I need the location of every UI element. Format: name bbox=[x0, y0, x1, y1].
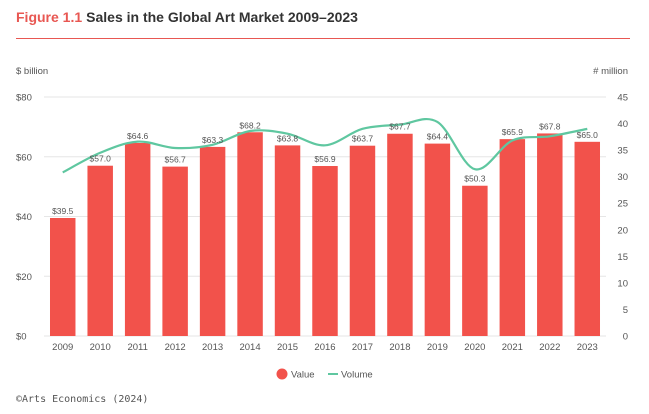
legend-volume-label: Volume bbox=[341, 370, 373, 381]
y-right-tick-label: 30 bbox=[617, 172, 628, 183]
y-right-tick-label: 0 bbox=[623, 332, 628, 343]
x-tick-label: 2023 bbox=[577, 342, 598, 353]
bar-data-label: $56.9 bbox=[314, 154, 336, 164]
bar-data-label: $50.3 bbox=[464, 174, 486, 184]
y-right-tick-label: 25 bbox=[617, 199, 628, 210]
y-left-axis-title: $ billion bbox=[16, 66, 48, 77]
bar-value bbox=[49, 217, 76, 336]
bar-value bbox=[537, 133, 563, 336]
y-right-tick-label: 5 bbox=[623, 305, 628, 316]
figure-label: Figure 1.1 bbox=[16, 9, 83, 25]
bar-value bbox=[387, 133, 413, 336]
legend-value-label: Value bbox=[291, 370, 315, 381]
source-credit: ©Arts Economics (2024) bbox=[16, 394, 149, 405]
bar-data-label: $65.0 bbox=[577, 130, 599, 140]
legend-value-marker bbox=[276, 368, 288, 380]
y-left-tick-label: $40 bbox=[16, 212, 32, 223]
bar-data-label: $63.8 bbox=[277, 133, 299, 143]
bar-data-label: $67.7 bbox=[389, 122, 411, 132]
y-left-tick-label: $0 bbox=[16, 332, 27, 343]
x-tick-label: 2016 bbox=[314, 342, 335, 353]
volume-line bbox=[62, 117, 588, 174]
bar-data-label: $65.9 bbox=[502, 127, 524, 137]
title-divider bbox=[16, 38, 630, 39]
bar-value bbox=[162, 166, 188, 336]
x-tick-label: 2021 bbox=[502, 342, 523, 353]
bar-data-label: $57.0 bbox=[90, 154, 112, 164]
bar-value bbox=[462, 185, 488, 336]
figure-title: Figure 1.1 Sales in the Global Art Market… bbox=[16, 9, 358, 25]
x-tick-label: 2011 bbox=[127, 342, 147, 353]
bar-value bbox=[237, 132, 263, 336]
bar-value bbox=[312, 166, 338, 336]
x-tick-label: 2013 bbox=[202, 342, 223, 353]
y-left-tick-label: $80 bbox=[16, 93, 32, 104]
bar-data-label: $63.3 bbox=[202, 135, 224, 145]
bar-value bbox=[87, 165, 113, 336]
bar-data-label: $56.7 bbox=[164, 155, 186, 165]
x-tick-label: 2019 bbox=[427, 342, 448, 353]
bar-value bbox=[349, 145, 376, 336]
x-tick-label: 2012 bbox=[165, 342, 186, 353]
bar-data-label: $68.2 bbox=[239, 120, 261, 130]
x-tick-label: 2009 bbox=[52, 342, 73, 353]
bar-data-label: $67.8 bbox=[539, 121, 561, 131]
x-tick-label: 2018 bbox=[389, 342, 410, 353]
y-right-tick-label: 35 bbox=[617, 146, 628, 157]
x-tick-label: 2022 bbox=[539, 342, 560, 353]
y-right-tick-label: 20 bbox=[617, 225, 628, 236]
bar-value bbox=[499, 139, 526, 336]
y-right-tick-label: 40 bbox=[617, 119, 628, 130]
bar-value bbox=[424, 143, 451, 336]
y-right-tick-label: 45 bbox=[617, 93, 628, 104]
bar-value bbox=[574, 141, 601, 336]
x-tick-label: 2014 bbox=[239, 342, 260, 353]
bar-data-label: $64.4 bbox=[427, 132, 449, 142]
y-left-tick-label: $20 bbox=[16, 272, 32, 283]
x-tick-label: 2015 bbox=[277, 342, 298, 353]
bar-value bbox=[124, 143, 151, 336]
x-tick-label: 2010 bbox=[90, 342, 111, 353]
y-right-tick-label: 15 bbox=[617, 252, 628, 263]
bar-data-label: $63.7 bbox=[352, 134, 374, 144]
bar-data-label: $39.5 bbox=[52, 206, 74, 216]
bar-value bbox=[199, 146, 226, 336]
x-tick-label: 2020 bbox=[464, 342, 485, 353]
y-left-tick-label: $60 bbox=[16, 152, 32, 163]
y-right-axis-title: # million bbox=[593, 66, 628, 77]
chart-title: Sales in the Global Art Market 2009–2023 bbox=[86, 9, 358, 25]
bar-value bbox=[274, 145, 301, 336]
y-right-tick-label: 10 bbox=[617, 278, 628, 289]
bar-data-label: $64.6 bbox=[127, 131, 149, 141]
x-tick-label: 2017 bbox=[352, 342, 373, 353]
